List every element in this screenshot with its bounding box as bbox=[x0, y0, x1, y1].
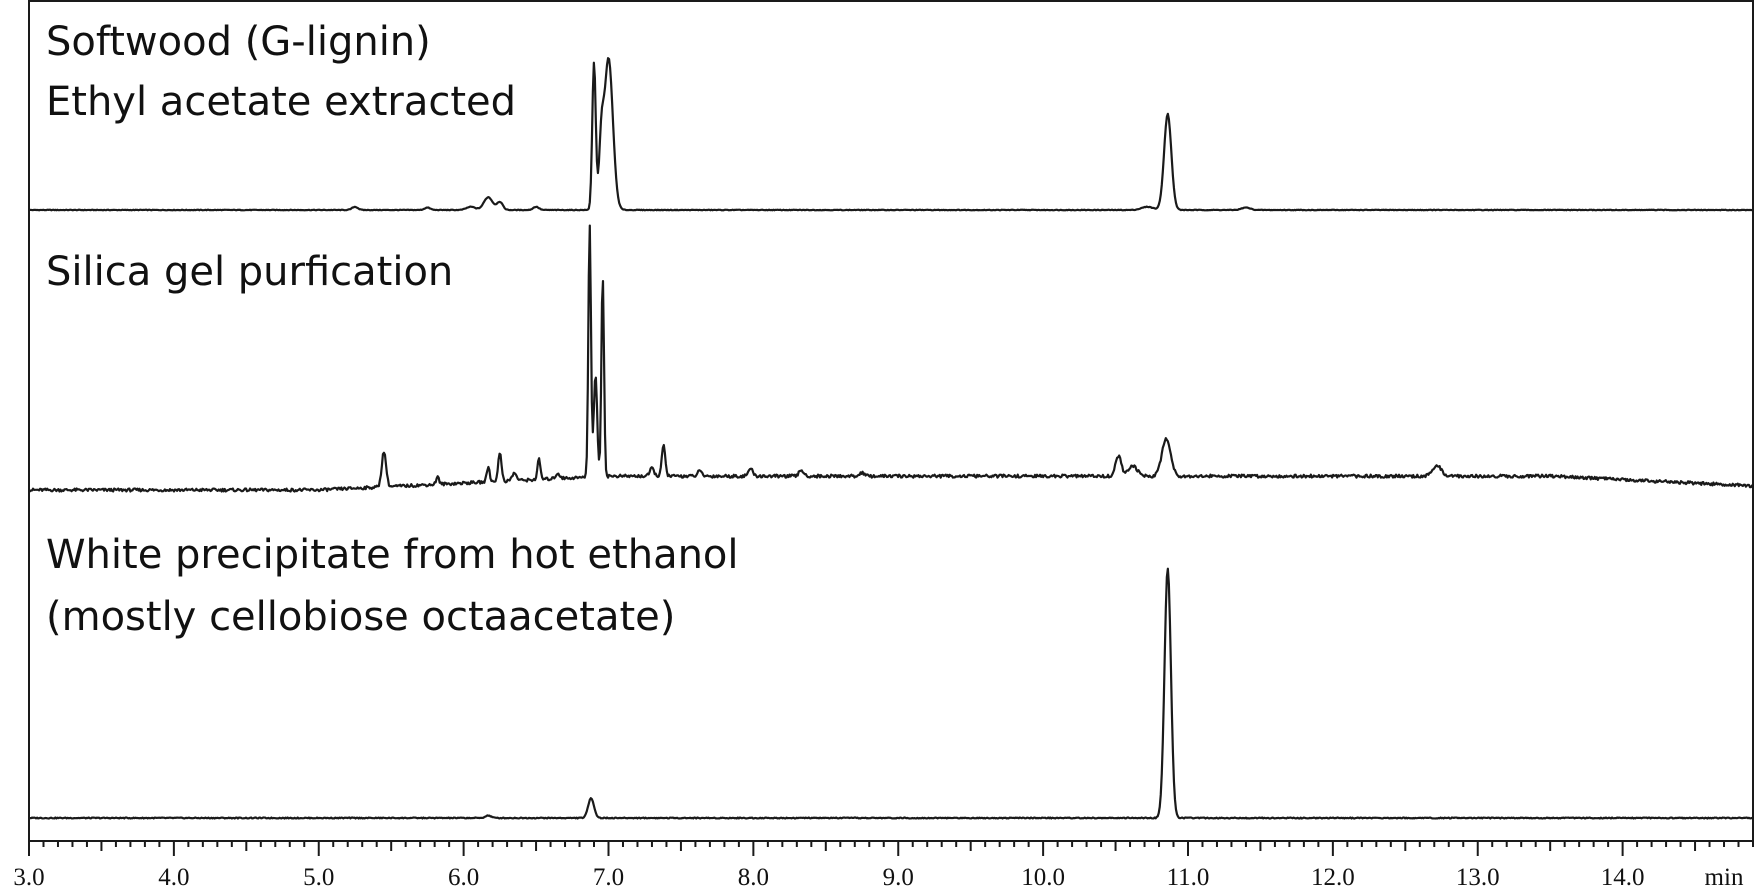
trace-label-3-line-1: White precipitate from hot ethanol bbox=[46, 532, 739, 578]
x-axis: 3.0 4.0 5.0 6.0 7.0 8.0 9.0 10.0 11.0 12.0 13.0 14.… bbox=[13, 840, 1754, 891]
x-tick-label: 5.0 bbox=[303, 864, 334, 891]
trace-labels-group: Softwood (G-lignin) Ethyl acetate extract… bbox=[46, 19, 739, 640]
major-ticks-group bbox=[28, 841, 1624, 856]
x-tick-label: 7.0 bbox=[593, 864, 624, 891]
x-tick-label: 9.0 bbox=[883, 864, 914, 891]
x-tick-label: 14.0 bbox=[1601, 864, 1645, 891]
minor-ticks-group bbox=[42, 841, 1754, 851]
trace-label-1-line-2: Ethyl acetate extracted bbox=[46, 79, 516, 125]
x-unit-label: min bbox=[1705, 864, 1744, 891]
x-tick-label: 11.0 bbox=[1167, 864, 1210, 891]
traces-group bbox=[28, 57, 1754, 820]
trace-line-2 bbox=[28, 224, 1754, 493]
x-tick-label: 3.0 bbox=[13, 864, 44, 891]
trace-line-1 bbox=[28, 57, 1754, 212]
x-tick-label: 6.0 bbox=[448, 864, 479, 891]
x-tick-label: 8.0 bbox=[738, 864, 769, 891]
plot-frame bbox=[28, 0, 1754, 842]
x-tick-label: 13.0 bbox=[1456, 864, 1500, 891]
x-tick-label: 10.0 bbox=[1021, 864, 1065, 891]
tick-labels-group: 3.0 4.0 5.0 6.0 7.0 8.0 9.0 10.0 11.0 12.0 13.0 14.… bbox=[13, 864, 1644, 891]
trace-label-1-line-1: Softwood (G-lignin) bbox=[46, 19, 431, 65]
trace-label-3-line-2: (mostly cellobiose octaacetate) bbox=[46, 594, 675, 640]
trace-label-2-line-1: Silica gel purfication bbox=[46, 249, 453, 295]
trace-line-3 bbox=[28, 567, 1754, 820]
x-tick-label: 4.0 bbox=[158, 864, 189, 891]
x-tick-label: 12.0 bbox=[1311, 864, 1355, 891]
